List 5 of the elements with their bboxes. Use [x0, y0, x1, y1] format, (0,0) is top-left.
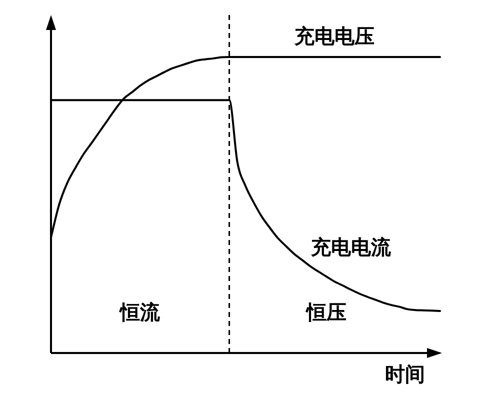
series-label: 充电电流 [310, 234, 392, 259]
annotation: 恒压 [304, 300, 347, 324]
x-axis-title: 时间 [385, 362, 425, 386]
series-label: 充电电压 [294, 24, 375, 48]
annotation: 恒流 [118, 300, 162, 324]
